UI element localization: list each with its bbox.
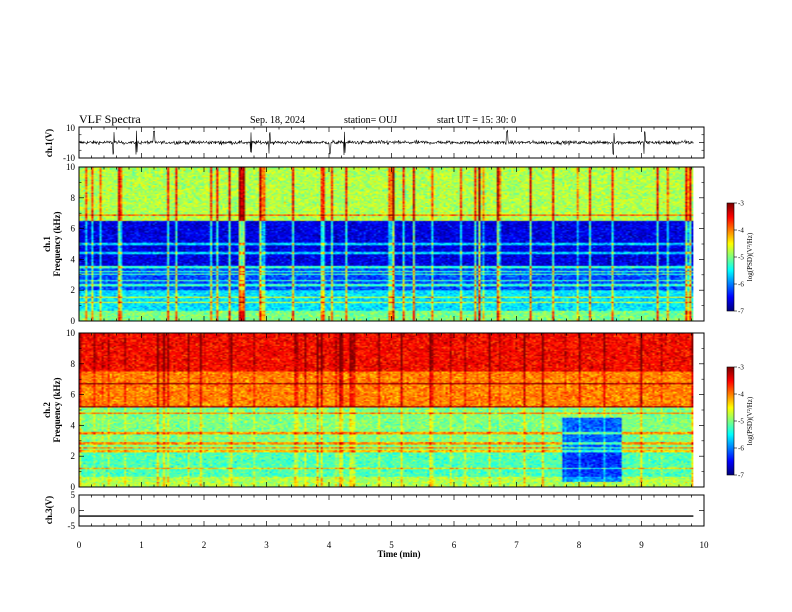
ch1-waveform-ylabel: ch.1(V) (44, 129, 54, 157)
time-tick-label: 3 (264, 540, 269, 550)
ch2-colorbar-label: log(PSD)(V²/Hz) (746, 396, 754, 445)
ch1-waveform-ticks (78, 126, 705, 159)
time-axis-label: Time (min) (377, 549, 420, 559)
ch2-spectrogram-ytick-label: 2 (71, 451, 76, 461)
time-tick-label: 2 (202, 540, 207, 550)
ch1-ytick-bottom: -10 (63, 153, 75, 163)
ch1-colorbar-tick-label: -4 (738, 227, 744, 235)
ch2-spectrogram-ytick-label: 10 (66, 328, 76, 338)
ch1-colorbar-ticks: -3 -4 -5 -6 -7 (734, 200, 744, 316)
ch3-ytick-label: -5 (68, 521, 76, 531)
station-label: station= OUJ (344, 115, 397, 126)
ch2-spectrogram-image (79, 333, 694, 487)
ch2-colorbar (727, 367, 734, 475)
ch2-spectrogram-ylabel: ch.2Frequency (kHz) (42, 377, 62, 442)
figure-title: VLF Spectra (79, 112, 141, 126)
ch2-spectrogram-ytick-label: 4 (71, 420, 76, 430)
ch2-spectrogram-yticklabels: 0 2 4 6 8 10 (66, 328, 76, 492)
ch3-waveform-yticklabels: 5 0 -5 (68, 490, 76, 531)
ch1-colorbar-tick-label: -7 (738, 308, 744, 316)
time-tick-label: 6 (452, 540, 457, 550)
time-tick-label: 5 (389, 540, 394, 550)
start-time-label: start UT = 15: 30: 0 (437, 115, 516, 126)
ch2-colorbar-ticks: -3 -4 -5 -6 -7 (734, 364, 744, 480)
ch3-waveform-ylabel: ch.3(V) (44, 496, 54, 524)
ch2-spectrogram-panel: 0 2 4 6 8 10 ch.2Frequency (kHz) -3 -4 -5 -6 -7 l… (42, 328, 754, 492)
ch2-colorbar-tick-label: -5 (738, 418, 744, 426)
time-tick-label: 1 (139, 540, 144, 550)
ch1-spectrogram-yticklabels: 0 2 4 6 8 10 (66, 162, 76, 326)
ch1-spectrogram-ytick-label: 2 (71, 285, 76, 295)
ch1-spectrogram-ytick-label: 0 (71, 316, 76, 326)
ch1-waveform-panel: 10 -10 ch.1(V) (44, 123, 705, 163)
ch3-waveform-ticks (78, 494, 705, 527)
time-tick-label: 8 (577, 540, 582, 550)
ch1-colorbar-tick-label: -5 (738, 254, 744, 262)
ch1-spectrogram-ytick-label: 6 (71, 224, 76, 234)
ch2-colorbar-tick-label: -6 (738, 445, 744, 453)
ch1-spectrogram-ytick-label: 10 (66, 162, 76, 172)
ch1-colorbar (727, 203, 734, 311)
time-tick-label: 10 (700, 540, 710, 550)
ch1-colorbar-tick-label: -3 (738, 200, 744, 208)
ch1-spectrogram-ylabel-channel: ch.1Frequency (kHz) (42, 211, 62, 276)
ch1-waveform-line (78, 129, 694, 156)
ch2-spectrogram-ytick-label: 8 (71, 359, 76, 369)
time-tick-label: 0 (77, 540, 82, 550)
ch1-spectrogram-ytick-label: 8 (71, 193, 76, 203)
time-tick-label: 4 (327, 540, 332, 550)
ch2-colorbar-tick-label: -3 (738, 364, 744, 372)
ch2-colorbar-tick-label: -7 (738, 472, 744, 480)
ch1-ytick-top: 10 (66, 123, 76, 133)
ch2-spectrogram-ticks (78, 332, 705, 488)
ch1-spectrogram-ytick-label: 4 (71, 254, 76, 264)
time-tick-label: 9 (639, 540, 644, 550)
date-label: Sep. 18, 2024 (250, 115, 305, 126)
ch2-spectrogram-ytick-label: 6 (71, 390, 76, 400)
time-axis-ticklabels: 0 1 2 3 4 5 6 7 8 9 10 (77, 540, 709, 550)
ch3-ytick-label: 0 (71, 506, 76, 516)
ch3-ytick-label: 5 (71, 490, 76, 500)
time-tick-label: 7 (514, 540, 519, 550)
ch3-waveform-panel: 50-5 ch.3(V) 0 1 2 3 4 5 6 7 8 9 10 Time (min) (44, 490, 709, 559)
ch1-spectrogram-ticks (78, 166, 705, 322)
ch1-colorbar-label: log(PSD)(V²/Hz) (746, 232, 754, 281)
ch2-colorbar-tick-label: -4 (738, 391, 744, 399)
ch1-colorbar-tick-label: -6 (738, 281, 744, 289)
ch2-spectrogram-ytick-label: 0 (71, 482, 76, 492)
ch1-spectrogram-panel: 0 2 4 6 8 10 ch.1Frequency (kHz) -3 -4 -5 -6 -7 l… (42, 162, 754, 326)
ch1-spectrogram-image (79, 167, 694, 321)
